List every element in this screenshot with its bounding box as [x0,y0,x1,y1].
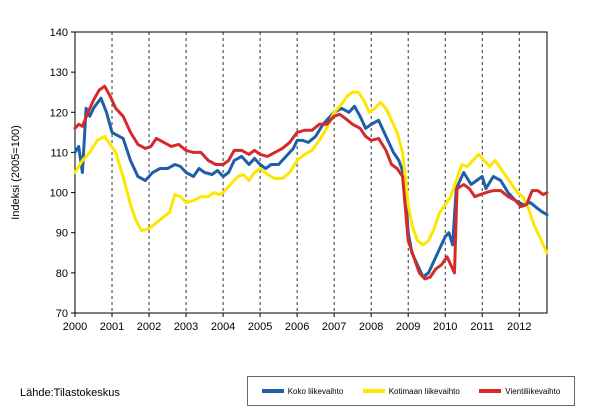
y-tick-label: 80 [56,268,68,280]
series-line-1 [73,96,549,279]
axis-layer: 2000 2001 2002 2003 2004 2005 2006 2007 2008 2009… [50,27,532,333]
legend-item-1: Koko liikevaihto [261,386,344,396]
y-axis-label: Indeksi (2005=100) [10,125,22,219]
x-tick-label: 2000 [63,321,87,333]
y-tick-label: 100 [50,188,68,200]
series-line-3 [73,84,549,281]
x-tick-label: 2002 [137,321,161,333]
legend-item-3: Vientiliikevaihto [479,387,560,396]
y-tick-label: 130 [50,67,68,79]
legend-swatch [261,389,284,393]
x-tick-label: 2004 [211,321,235,333]
x-tick-label: 2001 [100,321,124,333]
legend-swatch [362,389,385,393]
x-tick-label: 2011 [470,321,494,333]
series-layer [73,84,549,281]
y-tick-label: 120 [50,107,68,119]
legend-item-2: Kotimaan liikevaihto [362,386,460,396]
x-tick-label: 2010 [433,321,457,333]
legend-swatch [479,389,502,393]
x-tick-label: 2003 [174,321,198,333]
grid-layer [111,32,520,313]
x-tick-label: 2008 [359,321,383,333]
y-tick-label: 70 [56,308,68,320]
y-tick-label: 90 [56,228,68,240]
x-tick-label: 2009 [396,321,420,333]
x-tick-label: 2005 [248,321,272,333]
source-text: Lähde:Tilastokeskus [20,387,120,399]
y-tick-label: 140 [50,27,68,39]
legend: Koko liikevaihto Kotimaan liikevaihto Vien… [247,376,575,406]
series-line-2 [73,90,549,255]
legend-label: Kotimaan liikevaihto [388,386,460,396]
legend-label: Koko liikevaihto [287,386,344,396]
y-tick-label: 110 [50,147,68,159]
plot-area-frame [74,31,548,314]
x-tick-label: 2007 [322,321,346,333]
x-tick-label: 2006 [285,321,309,333]
x-tick-label: 2012 [507,321,531,333]
legend-label: Vientiliikevaihto [505,386,561,396]
